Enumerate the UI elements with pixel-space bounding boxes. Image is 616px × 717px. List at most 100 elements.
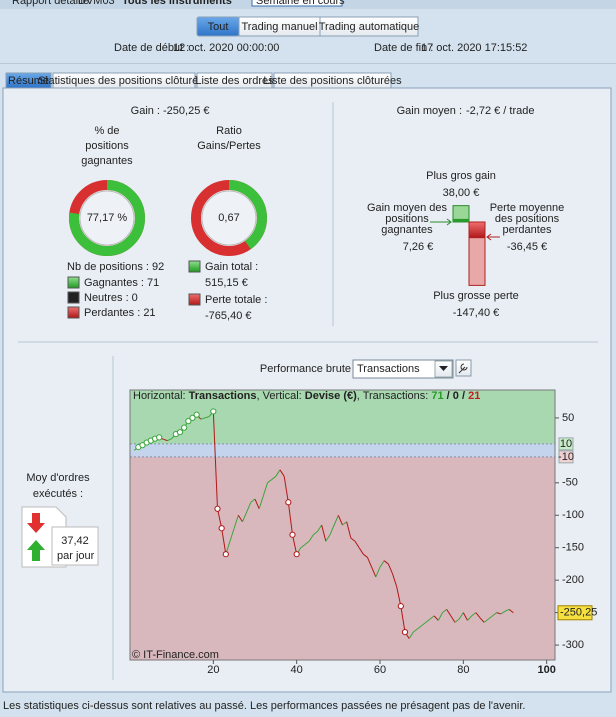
line-segment bbox=[321, 524, 327, 542]
label: Date de fin : bbox=[374, 42, 433, 54]
chart-info-part: Devise (€) bbox=[305, 390, 357, 402]
line-segment bbox=[229, 528, 235, 542]
x-tick-label: 100 bbox=[537, 664, 555, 676]
line-segment bbox=[313, 531, 318, 536]
label: DVM03 bbox=[78, 0, 115, 7]
ring-gain bbox=[69, 180, 145, 256]
zone-tick-box bbox=[558, 437, 574, 451]
x-tick-label: 40 bbox=[291, 664, 303, 676]
label: Gains/Pertes bbox=[197, 140, 261, 152]
chart-info-part: 21 bbox=[468, 390, 480, 402]
label: gagnantes bbox=[381, 224, 433, 236]
line-segment bbox=[462, 612, 468, 621]
line-segment bbox=[233, 515, 239, 529]
ring-center bbox=[79, 190, 135, 246]
point-marker bbox=[289, 531, 296, 538]
point-marker bbox=[214, 505, 221, 512]
line-segment bbox=[317, 524, 323, 532]
line-segment bbox=[325, 534, 331, 542]
line-segment bbox=[479, 617, 485, 623]
y-tick-label: -50 bbox=[562, 477, 578, 489]
line-segment bbox=[267, 479, 272, 484]
orders-icon bbox=[21, 506, 99, 568]
point-marker bbox=[397, 603, 404, 610]
tab-label: Résumé bbox=[8, 75, 49, 87]
label: 37,42 bbox=[61, 535, 89, 547]
y-tick-label: -300 bbox=[562, 639, 584, 651]
legend-swatch bbox=[188, 293, 201, 306]
line-segment bbox=[167, 438, 172, 442]
line-segment bbox=[396, 586, 402, 607]
line-segment bbox=[275, 469, 281, 477]
label: Semaine en cours bbox=[256, 0, 345, 7]
line-segment bbox=[446, 609, 452, 617]
label: Gain moyen des bbox=[367, 202, 448, 214]
chart-info-part: / bbox=[444, 390, 453, 402]
arrow bbox=[430, 218, 452, 226]
point-marker bbox=[185, 418, 192, 425]
label: Moy d'ordres bbox=[26, 472, 90, 484]
line-segment bbox=[392, 573, 398, 587]
line-segment bbox=[375, 566, 381, 578]
tab[interactable] bbox=[5, 72, 52, 89]
label: -147,40 € bbox=[453, 307, 499, 319]
line-segment bbox=[304, 540, 310, 545]
label: -36,45 € bbox=[507, 241, 547, 253]
line-segment bbox=[475, 612, 481, 619]
line-segment bbox=[371, 566, 377, 578]
label: 515,15 € bbox=[205, 277, 248, 289]
label: Perdantes : 21 bbox=[84, 307, 156, 319]
label: Performance brute bbox=[260, 363, 351, 375]
line-segment bbox=[492, 612, 497, 617]
label: Gain total : bbox=[205, 261, 258, 273]
settings-button[interactable] bbox=[455, 359, 472, 377]
y-tick-label: 50 bbox=[562, 412, 574, 424]
label: Rapport détaillé bbox=[12, 0, 89, 7]
legend-swatch bbox=[67, 276, 80, 289]
chart-info-part: , Transactions: bbox=[357, 390, 432, 402]
label: -250,25 € bbox=[163, 105, 209, 117]
label: Gain moyen : bbox=[397, 105, 462, 117]
label: -765,40 € bbox=[205, 310, 251, 322]
line-segment bbox=[212, 411, 218, 509]
label: -2,72 € / trade bbox=[466, 105, 535, 117]
combo[interactable] bbox=[251, 0, 343, 7]
label: Neutres : 0 bbox=[84, 292, 138, 304]
label: © IT-Finance.com bbox=[132, 649, 219, 661]
line-segment bbox=[300, 544, 306, 549]
label: exécutés : bbox=[33, 488, 83, 500]
tab[interactable] bbox=[196, 72, 273, 89]
line-segment bbox=[254, 498, 260, 509]
tab[interactable] bbox=[52, 72, 196, 89]
x-tick-label: 60 bbox=[374, 664, 386, 676]
line-segment bbox=[250, 498, 256, 503]
line-segment bbox=[237, 514, 243, 523]
label: Gain : bbox=[131, 105, 160, 117]
line-segment bbox=[242, 511, 248, 522]
line-segment bbox=[467, 615, 473, 621]
line-segment bbox=[287, 502, 293, 535]
label: 17 oct. 2020 17:15:52 bbox=[421, 42, 527, 54]
label: 77,17 % bbox=[87, 212, 128, 224]
line-segment bbox=[496, 612, 501, 615]
filter-button-label: Tout bbox=[208, 21, 229, 33]
avg-gain-bar bbox=[453, 218, 469, 222]
chart-info-part: Horizontal: bbox=[133, 390, 189, 402]
zone-loss bbox=[130, 456, 555, 660]
tab[interactable] bbox=[273, 72, 392, 89]
label: Plus gros gain bbox=[426, 170, 496, 182]
zone-tick-box bbox=[558, 450, 574, 464]
dropdown[interactable] bbox=[352, 359, 454, 379]
line-segment bbox=[387, 563, 393, 574]
last-value-label: -250,25 bbox=[560, 607, 597, 619]
label: 0,67 bbox=[218, 212, 239, 224]
point-marker bbox=[293, 551, 300, 558]
ring-center bbox=[201, 190, 257, 246]
line-segment bbox=[163, 438, 168, 442]
line-segment bbox=[358, 547, 364, 555]
line-segment bbox=[471, 612, 477, 617]
zone-tick-label: -10 bbox=[558, 451, 574, 463]
filter-button[interactable] bbox=[319, 16, 419, 37]
line-segment bbox=[408, 631, 414, 639]
filter-button-label: Trading automatique bbox=[319, 21, 420, 33]
